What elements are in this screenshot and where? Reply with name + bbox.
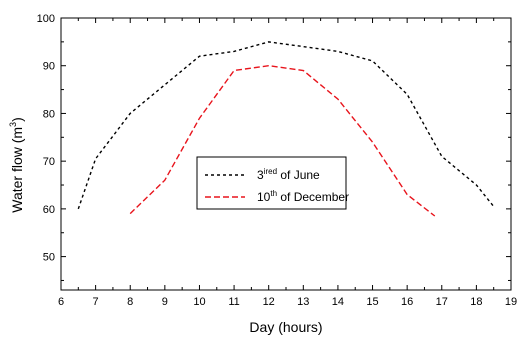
x-tick-label: 8: [127, 296, 133, 308]
axis-ticks: [60, 17, 512, 290]
x-tick-label: 17: [436, 296, 448, 308]
x-tick-label: 19: [505, 296, 517, 308]
x-tick-label: 6: [58, 296, 64, 308]
x-axis-label: Day (hours): [249, 319, 322, 335]
legend-label-december-end: of December: [277, 190, 349, 204]
x-tick-label: 15: [366, 296, 378, 308]
y-tick-label: 60: [43, 204, 55, 216]
plot-border: [60, 17, 512, 291]
x-tick-label: 13: [297, 296, 309, 308]
legend-label-june-base: 3: [257, 168, 264, 182]
x-tick-label: 9: [162, 296, 168, 308]
legend: 3ired of June 10th of December: [196, 156, 349, 210]
x-tick-label: 10: [193, 296, 205, 308]
y-tick-label: 50: [43, 252, 55, 264]
x-tick-label: 16: [401, 296, 413, 308]
legend-label-june-end: of June: [277, 168, 320, 182]
y-tick-label: 70: [43, 156, 55, 168]
y-tick-label: 100: [37, 13, 55, 25]
legend-label-june-superscript: ired: [264, 167, 277, 176]
x-tick-label: 11: [228, 296, 239, 308]
series-line-june: [77, 41, 495, 210]
y-axis-label-superscript: 3: [8, 122, 18, 127]
y-axis-label: Water flow (m3): [8, 117, 25, 213]
legend-box: [196, 156, 347, 210]
x-tick-label: 18: [470, 296, 482, 308]
x-tick-label: 14: [332, 296, 344, 308]
y-tick-label: 80: [43, 108, 55, 120]
series-line-december: [129, 64, 436, 217]
y-axis-label-end: ): [9, 117, 25, 122]
y-tick-label: 90: [43, 61, 55, 73]
tick-labels: 6 7 8 9 10 11 12 13 14 15 16 17 18 19 50 60 70 80 90 100: [37, 13, 517, 308]
legend-label-december-superscript: th: [270, 189, 277, 198]
y-axis-label-base: Water flow (m: [9, 127, 25, 213]
plot-area-frame: [60, 17, 512, 291]
legend-label-december: 10th of December: [257, 189, 349, 204]
x-tick-label: 12: [263, 296, 275, 308]
series-layer: [77, 41, 495, 217]
x-tick-label: 7: [93, 296, 99, 308]
legend-label-june: 3ired of June: [257, 167, 320, 182]
legend-label-december-base: 10: [257, 190, 271, 204]
